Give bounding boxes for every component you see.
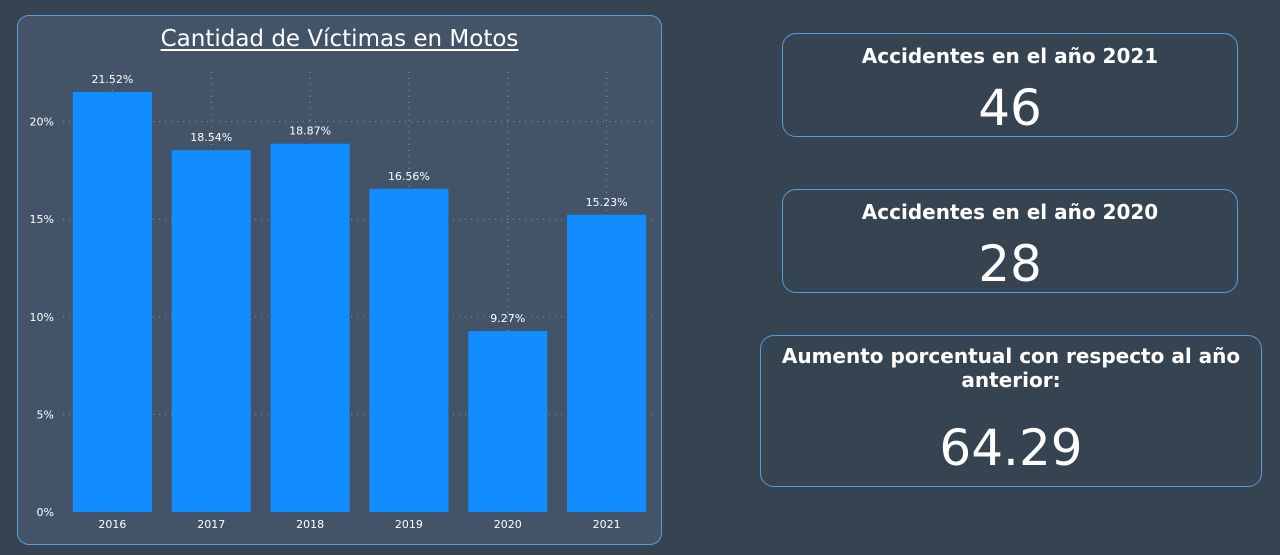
bar-2018 — [270, 143, 350, 512]
data-label-2019: 16.56% — [388, 170, 430, 183]
bar-2020 — [468, 331, 548, 512]
x-tick-label-2021: 2021 — [593, 518, 621, 531]
x-tick-label-2020: 2020 — [494, 518, 522, 531]
accidents-2020-value: 28 — [978, 235, 1042, 293]
accidents-2020-card: Accidentes en el año 2020 28 — [782, 189, 1238, 293]
y-tick-label: 20% — [30, 116, 54, 129]
y-tick-label: 5% — [37, 408, 54, 421]
accidents-2021-value: 46 — [978, 79, 1042, 137]
y-tick-label: 0% — [37, 506, 54, 519]
percent-increase-value: 64.29 — [939, 419, 1083, 477]
bar-chart: 0% 5% 10% 15% 20% 21.52% 2016 18.54% 2017 18.87% 2… — [30, 72, 656, 531]
bar-2021 — [567, 214, 647, 512]
data-label-2020: 9.27% — [490, 312, 525, 325]
y-tick-label: 10% — [30, 311, 54, 324]
percent-increase-label: Aumento porcentual con respecto al año a… — [781, 344, 1241, 392]
bar-2017 — [171, 150, 251, 512]
x-tick-label-2016: 2016 — [98, 518, 126, 531]
accidents-2021-card: Accidentes en el año 2021 46 — [782, 33, 1238, 137]
y-tick-label: 15% — [30, 213, 54, 226]
data-label-2017: 18.54% — [190, 131, 232, 144]
accidents-2021-label: Accidentes en el año 2021 — [861, 44, 1159, 68]
percent-increase-card: Aumento porcentual con respecto al año a… — [760, 335, 1262, 487]
data-label-2016: 21.52% — [91, 73, 133, 86]
bar-2016 — [72, 92, 152, 512]
x-tick-label-2017: 2017 — [197, 518, 225, 531]
victims-chart-panel: Cantidad de Víctimas en Motos 0% 5% 10% 15%… — [17, 15, 662, 545]
bar-2019 — [369, 188, 449, 512]
x-tick-label-2018: 2018 — [296, 518, 324, 531]
x-tick-label-2019: 2019 — [395, 518, 423, 531]
chart-title: Cantidad de Víctimas en Motos — [160, 26, 519, 52]
accidents-2020-label: Accidentes en el año 2020 — [861, 200, 1159, 224]
data-label-2018: 18.87% — [289, 125, 331, 138]
data-label-2021: 15.23% — [586, 196, 628, 209]
